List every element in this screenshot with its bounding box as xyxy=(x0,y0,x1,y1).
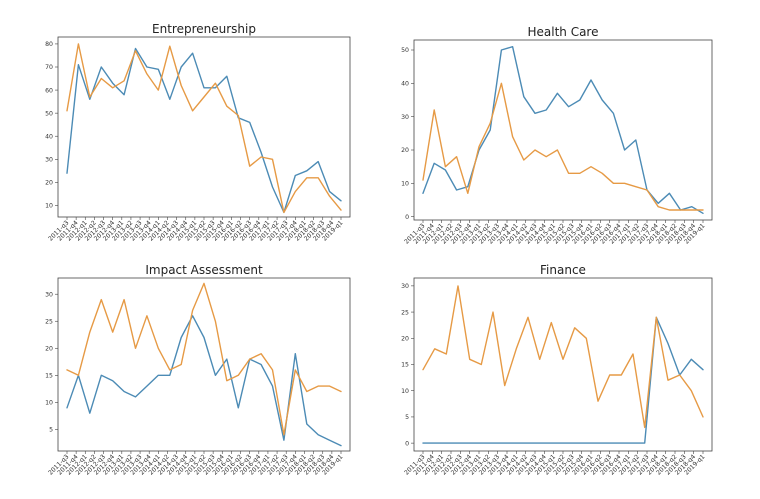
series-line-series_b xyxy=(66,43,342,214)
y-tick-label: 25 xyxy=(401,309,409,316)
y-tick-label: 20 xyxy=(45,180,53,187)
chart-panel-0: Entrepreneurship10203040506070802011-q32… xyxy=(45,22,351,243)
series-line-series_a xyxy=(422,46,704,215)
y-tick-label: 50 xyxy=(45,110,53,117)
chart-panel-1: Health Care010203040502011-q32011-q42012… xyxy=(401,25,713,246)
y-tick-label: 20 xyxy=(401,335,409,342)
y-tick-label: 30 xyxy=(45,291,53,298)
plot-frame xyxy=(57,277,351,452)
y-tick-label: 15 xyxy=(401,362,409,369)
y-tick-label: 25 xyxy=(45,318,53,325)
series-line-series_a xyxy=(66,47,342,214)
y-tick-label: 60 xyxy=(45,87,53,94)
y-tick-label: 30 xyxy=(401,114,409,121)
plot-frame xyxy=(57,36,351,218)
y-tick-label: 5 xyxy=(49,427,53,434)
y-tick-label: 0 xyxy=(405,214,409,221)
plot-frame xyxy=(413,277,713,452)
y-tick-label: 20 xyxy=(401,147,409,154)
series-line-series_b xyxy=(422,285,704,429)
chart-panel-3: Finance0510152025302011-q32011-q42012-q1… xyxy=(401,263,713,477)
chart-title: Health Care xyxy=(527,25,598,39)
y-tick-label: 10 xyxy=(401,181,409,188)
chart-title: Finance xyxy=(540,263,586,277)
y-tick-label: 40 xyxy=(401,81,409,88)
series-line-series_b xyxy=(422,82,704,211)
y-tick-label: 30 xyxy=(401,283,409,290)
chart-title: Entrepreneurship xyxy=(152,22,256,36)
y-tick-label: 10 xyxy=(401,388,409,395)
y-tick-label: 80 xyxy=(45,41,53,48)
y-tick-label: 5 xyxy=(405,414,409,421)
plot-frame xyxy=(413,39,713,221)
chart-panel-2: Impact Assessment510152025302011-q32011-… xyxy=(45,263,351,477)
y-tick-label: 40 xyxy=(45,133,53,140)
chart-title: Impact Assessment xyxy=(145,263,263,277)
y-tick-label: 30 xyxy=(45,157,53,164)
series-line-series_b xyxy=(66,282,342,436)
y-tick-label: 15 xyxy=(45,373,53,380)
y-tick-label: 0 xyxy=(405,440,409,447)
y-tick-label: 50 xyxy=(401,47,409,54)
y-tick-label: 10 xyxy=(45,203,53,210)
y-tick-label: 70 xyxy=(45,64,53,71)
y-tick-label: 10 xyxy=(45,400,53,407)
y-tick-label: 20 xyxy=(45,345,53,352)
series-line-series_a xyxy=(66,315,342,447)
